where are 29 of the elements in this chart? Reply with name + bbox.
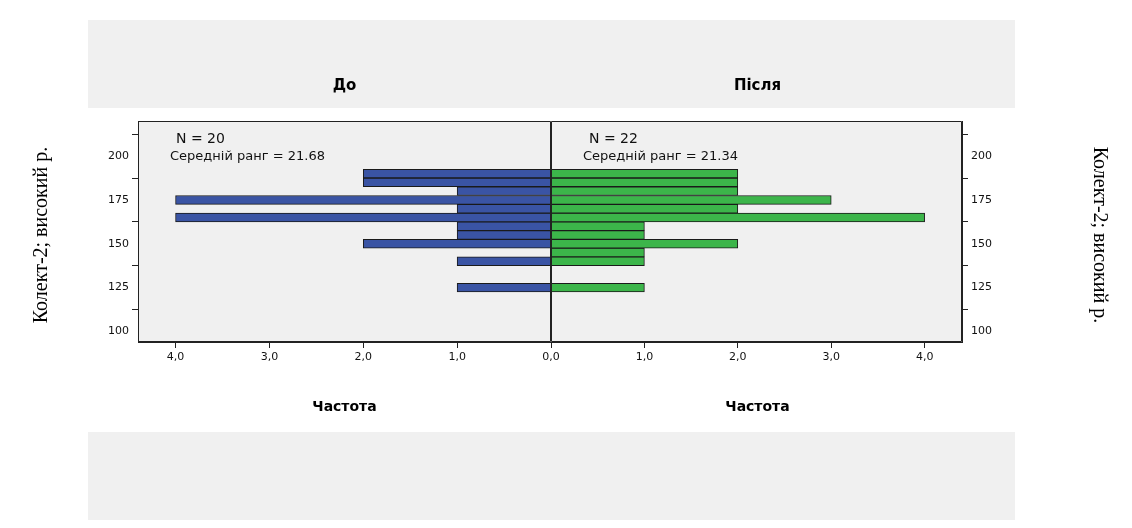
x-tick-label: 0,0 (542, 350, 560, 364)
y-tick-label: 125 (108, 280, 129, 294)
x-tick-label: 1,0 (635, 350, 654, 364)
y-tick-label: 125 (971, 280, 992, 294)
y-tick-label: 175 (971, 192, 992, 206)
y-tick-label: 100 (971, 324, 992, 338)
y-tick-label: 100 (108, 324, 129, 338)
x-tick-label: 1,0 (448, 350, 466, 364)
x-tick-label: 4,0 (166, 350, 185, 364)
y-tick-label: 150 (108, 236, 129, 250)
y-tick-label: 175 (108, 192, 129, 206)
chart-title: Після (732, 76, 783, 94)
x-tick-label: 4,0 (915, 350, 934, 364)
y-tick-label: 200 (971, 148, 992, 162)
x-tick-label: 2,0 (354, 350, 373, 364)
y-axis-title: Колект-2; високий р. (1088, 146, 1112, 324)
chart-title: До (331, 76, 358, 94)
x-axis-title: Частота (311, 398, 378, 414)
x-tick-label: 3,0 (822, 350, 840, 364)
annotation: Середній ранг = 21.34 (583, 148, 738, 163)
annotation: N = 20 (176, 130, 225, 146)
y-tick-label: 150 (971, 236, 992, 250)
x-tick-label: 3,0 (260, 350, 279, 364)
annotation: Середній ранг = 21.68 (170, 148, 325, 163)
x-tick-label: 2,0 (729, 350, 747, 364)
y-tick-label: 200 (108, 148, 129, 162)
y-axis-title: Колект-2; високий р. (28, 146, 52, 324)
x-axis-title: Частота (724, 398, 791, 414)
annotation: N = 22 (589, 130, 638, 146)
